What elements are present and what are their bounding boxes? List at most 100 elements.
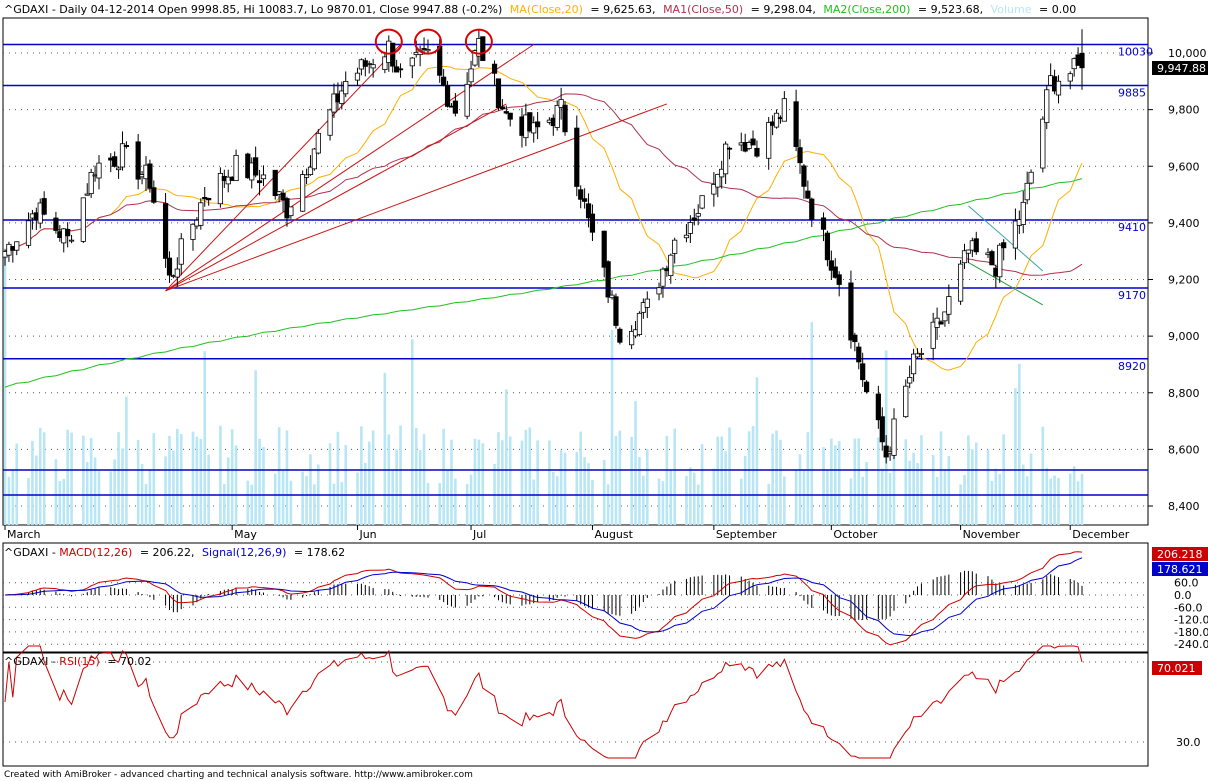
volume-bar (935, 476, 939, 525)
macd-badge (1152, 547, 1208, 561)
volume-bar (551, 471, 555, 525)
month-label: Jul (472, 528, 486, 541)
candle-body (135, 141, 141, 180)
candle-body (88, 171, 94, 195)
volume-bar (27, 478, 30, 525)
candle-body (1028, 171, 1034, 184)
candle-body (860, 363, 866, 381)
macd-label: MACD(12,26) (59, 546, 132, 559)
month-label: Jun (358, 528, 376, 541)
candle-body (162, 203, 169, 259)
candle-body (115, 167, 122, 171)
price-tick-label: 9,200 (1168, 274, 1200, 287)
volume-bar (696, 484, 700, 525)
volume-bar (728, 427, 731, 525)
candle-body (147, 163, 153, 189)
month-label: August (594, 528, 633, 541)
volume-bar (614, 436, 618, 525)
macd-line (4, 551, 1083, 646)
price-tick-label: 9,400 (1168, 217, 1200, 230)
candle-body (198, 202, 204, 226)
candle-body (578, 189, 584, 200)
month-axis: March May Jun Jul August September October Nove… (4, 525, 1130, 541)
volume-bar (121, 448, 124, 525)
volume-bar (645, 449, 649, 525)
volume-bar (692, 472, 696, 525)
ma200-value: = 9,523.68, (918, 3, 983, 16)
volume-bar (767, 483, 770, 525)
macd-prefix: ^GDAXI - (4, 546, 59, 559)
volume-bar (610, 330, 614, 525)
volume-bar (849, 478, 853, 525)
volume-bar (152, 433, 156, 525)
volume-bar (411, 339, 414, 525)
candle-body (499, 106, 505, 110)
volume-bar (806, 432, 810, 525)
current-price-value: 9,947.88 (1157, 62, 1206, 75)
volume-bar (1076, 481, 1080, 525)
candle-body (875, 393, 881, 421)
volume-bar (779, 439, 782, 525)
volume-bar (117, 432, 120, 525)
volume-bar (356, 472, 359, 525)
volume-bar (528, 427, 532, 525)
volume-bar (70, 432, 73, 525)
candle-body (554, 104, 560, 128)
candle-body (468, 68, 474, 83)
volume-bar (35, 455, 38, 525)
volume-bar (830, 438, 833, 525)
current-price-badge (1152, 61, 1208, 75)
price-tick-label: 9,000 (1168, 330, 1200, 343)
volume-bar (305, 475, 308, 525)
volume-bar (54, 459, 58, 525)
volume-bar (109, 471, 113, 525)
candle-body (605, 261, 611, 298)
candle-body (723, 143, 729, 175)
volume-bar (289, 480, 293, 525)
candle-body (206, 198, 212, 201)
candle-body (930, 321, 936, 349)
channel-line (968, 205, 1044, 272)
volume-bar (579, 431, 583, 525)
volume-bar (606, 484, 610, 525)
candle-body (503, 111, 509, 114)
volume-bar (195, 436, 199, 525)
volume-bar (179, 433, 183, 525)
candle-body (14, 241, 20, 251)
volume-bar (939, 431, 943, 525)
macd-value: = 206.22, (140, 546, 195, 559)
ma50-label: MA1(Close,50) (663, 3, 743, 16)
candle-body (1024, 182, 1030, 201)
volume-bar (387, 434, 391, 525)
candle-body (856, 346, 862, 363)
candle-body (1020, 201, 1026, 225)
candle-body (1012, 220, 1019, 249)
candle-body (910, 353, 917, 375)
trend-line (165, 103, 507, 292)
chart-header: ^GDAXI - Daily 04-12-2014 Open 9998.85, … (4, 3, 1076, 16)
rsi-value: = 70.02 (107, 655, 151, 668)
moving-average-lines (4, 65, 1083, 388)
volume-bar (328, 443, 332, 525)
volume-bar (555, 476, 559, 525)
volume-bar (994, 468, 998, 525)
volume-bar (176, 428, 179, 525)
candle-body (311, 148, 317, 170)
volume-bar (465, 484, 469, 525)
candle-body (495, 78, 502, 109)
macd-badge-value: 206.218 (1157, 548, 1203, 561)
top-circle-markers (374, 28, 493, 55)
volume-bar (285, 430, 289, 525)
volume-bar (755, 377, 759, 525)
volume-bar (508, 436, 512, 525)
volume-bar (888, 473, 892, 525)
candle-body (558, 99, 564, 108)
candle-body (41, 198, 47, 215)
macd-tick-label: -60.0 (1174, 601, 1202, 614)
volume-bar (473, 438, 477, 525)
volume-bar (630, 436, 633, 525)
month-label: May (234, 528, 257, 541)
rsi-line (4, 645, 1083, 759)
